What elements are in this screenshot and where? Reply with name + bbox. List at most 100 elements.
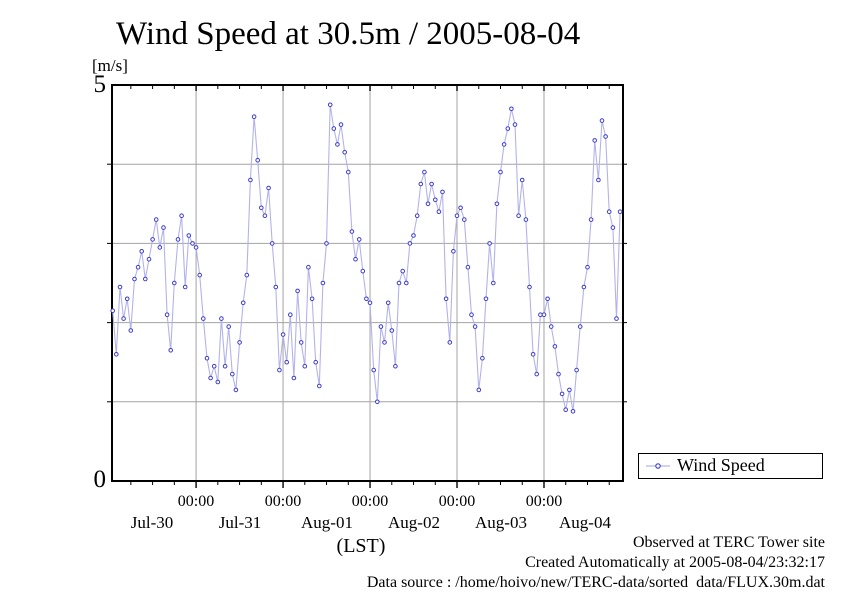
wind-speed-point [567,387,572,393]
wind-speed-point [617,209,623,214]
wind-speed-point [248,177,253,183]
wind-speed-point [121,316,126,321]
wind-speed-point [295,288,300,294]
wind-speed-point [498,169,503,175]
wind-speed-point [153,217,159,222]
wind-speed-point [164,312,170,318]
wind-speed-point [375,399,380,405]
wind-speed-point [585,264,590,270]
wind-speed-point [396,280,402,286]
wind-speed-point [364,296,369,302]
wind-speed-point [512,122,518,127]
wind-speed-point [545,296,550,302]
wind-speed-point [186,233,192,238]
wind-speed-point [414,213,420,218]
wind-speed-point [284,359,290,365]
chart-title: Wind Speed at 30.5m / 2005-08-04 [116,16,581,52]
wind-speed-point [367,300,373,306]
wind-speed-point [255,157,261,163]
wind-speed-point [298,340,304,345]
wind-speed-point [404,280,409,286]
wind-speed-point [172,280,177,286]
day-label-aug-01: Aug-01 [301,513,353,532]
wind-speed-point [342,150,348,155]
footer-observed-site: Observed at TERC Tower site [632,534,825,551]
wind-speed-point [291,375,297,381]
x-tick-label: 00:00 [264,493,302,510]
x-tick-label: 00:00 [177,493,215,510]
wind-speed-point [237,340,242,345]
y-axis-unit-label: [m/s] [92,56,128,75]
wind-speed-point [139,249,144,254]
wind-speed-point [458,205,463,211]
wind-speed-point [259,205,264,211]
wind-speed-point [548,324,554,329]
wind-speed-point [596,177,601,183]
wind-speed-point [523,217,529,222]
wind-speed-point [476,387,482,393]
wind-speed-point [335,142,340,147]
wind-speed-point [269,241,275,246]
wind-speed-point [338,122,344,127]
wind-speed-point [331,126,337,131]
wind-speed-point [429,181,434,187]
wind-speed-point [501,142,507,147]
y-axis-min-tick-label: 0 [93,466,107,493]
wind-speed-point [182,284,188,290]
wind-speed-point [128,328,134,333]
wind-speed-point [197,272,202,278]
wind-speed-point [433,197,438,203]
wind-speed-point [378,324,384,329]
wind-speed-point [519,177,525,183]
wind-speed-point [581,284,587,290]
wind-speed-point [614,316,619,321]
wind-speed-point [226,324,231,329]
wind-speed-point [559,391,565,397]
wind-speed-point [465,264,471,270]
wind-speed-point [556,371,561,377]
wind-speed-point [385,300,391,306]
x-tick-label: 00:00 [525,493,563,510]
wind-speed-point [371,367,377,373]
wind-speed-point [436,209,442,214]
wind-speed-point [480,355,485,361]
footer-data-source: Data source : /home/hoivo/new/TERC-data/… [366,574,825,591]
wind-speed-point [360,268,366,274]
wind-speed-point [509,106,514,112]
wind-speed-point [425,201,431,207]
wind-speed-point [400,268,406,274]
wind-speed-point [592,138,598,143]
day-label-jul-30: Jul-30 [130,513,174,532]
wind-speed-point [143,276,148,282]
wind-speed-point [541,312,547,318]
wind-speed-point [356,237,362,242]
wind-speed-point [577,324,583,329]
wind-speed-point [179,213,184,218]
wind-speed-point [233,387,239,393]
wind-speed-point [418,181,424,187]
wind-speed-point [135,264,141,270]
wind-speed-point [175,237,181,242]
x-axis-label: (LST) [336,535,386,557]
wind-speed-point [146,256,152,262]
legend-box: Wind Speed [638,453,823,479]
wind-speed-point [563,407,569,413]
x-tick-label: 00:00 [351,493,389,510]
wind-speed-point [302,363,308,369]
wind-speed-point [389,328,395,333]
wind-speed-point [190,241,195,246]
wind-speed-point [451,249,456,254]
wind-speed-point [491,280,496,286]
y-axis-max-tick-label: 5 [93,71,107,98]
wind-speed-point [382,340,387,345]
wind-speed-point [606,209,612,214]
wind-speed-point [266,185,271,191]
wind-speed-point [552,344,558,349]
day-label-jul-31: Jul-31 [218,513,262,532]
wind-speed-point [114,352,119,357]
wind-speed-point [288,312,293,318]
wind-speed-point [157,245,163,250]
wind-speed-point [244,272,250,278]
